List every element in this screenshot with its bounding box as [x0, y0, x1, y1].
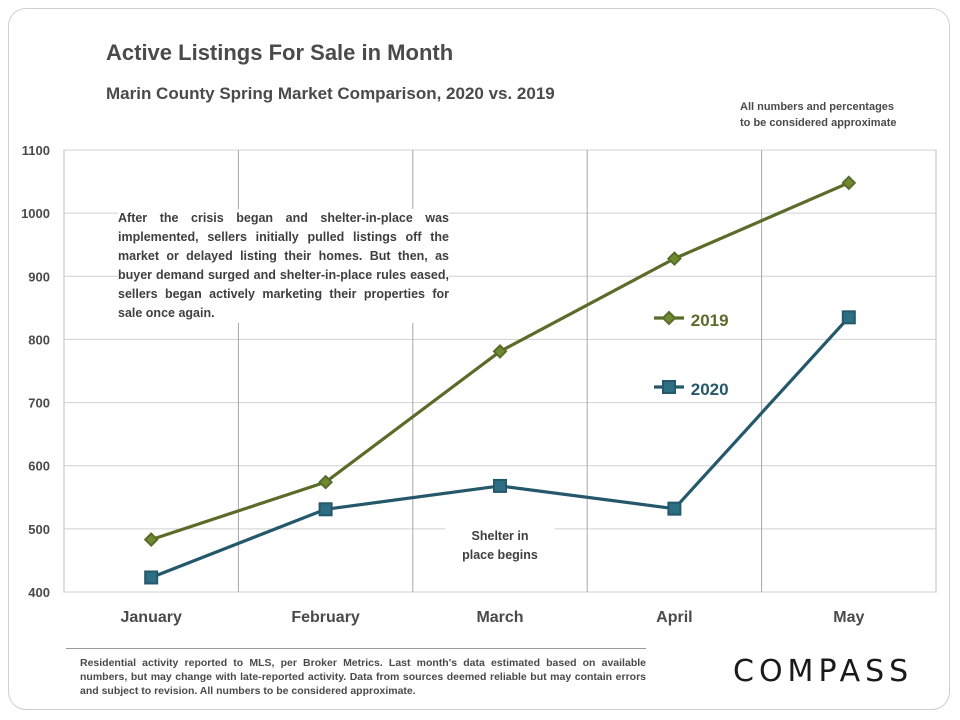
data-point-2019: [143, 532, 159, 548]
legend-label-2020: 2020: [690, 379, 729, 399]
x-tick-label: May: [833, 609, 864, 626]
approximation-note-line2: to be considered approximate: [740, 117, 897, 129]
chart-subtitle: Marin County Spring Market Comparison, 2…: [106, 84, 555, 103]
data-point-2019: [318, 474, 334, 490]
chart-title: Active Listings For Sale in Month: [106, 40, 454, 65]
y-tick-label: 900: [28, 269, 50, 284]
crisis-annotation: After the crisis began and shelter-in-pl…: [118, 209, 449, 323]
data-point-2020: [841, 310, 856, 325]
y-tick-label: 1100: [22, 143, 50, 158]
approximation-note-line1: All numbers and percentages: [740, 101, 895, 113]
y-tick-label: 600: [28, 459, 50, 474]
approximation-note: All numbers and percentages to be consid…: [700, 99, 950, 131]
legend-swatch-2019: [654, 310, 684, 326]
y-tick-label: 1000: [21, 206, 50, 221]
legend-item-2020: 2020: [646, 377, 735, 403]
legend-marker-2019: [652, 310, 686, 331]
legend-label-2019: 2019: [690, 310, 729, 330]
compass-logo: COMPASS: [733, 654, 914, 689]
y-tick-label: 500: [28, 522, 50, 537]
y-tick-label: 400: [28, 585, 50, 600]
data-point-2020: [318, 502, 333, 517]
data-point-2019: [492, 344, 508, 359]
legend-point-2019: [661, 310, 677, 326]
footer-divider: [66, 648, 646, 649]
y-tick-label: 800: [28, 332, 50, 347]
data-point-2019: [841, 175, 857, 191]
shelter-annotation: Shelter in place begins: [445, 527, 555, 565]
x-tick-label: February: [291, 609, 360, 626]
legend-point-2020: [662, 380, 676, 395]
data-point-2020: [144, 570, 159, 585]
y-tick-label: 700: [28, 396, 50, 411]
footer-disclaimer: Residential activity reported to MLS, pe…: [80, 657, 646, 697]
x-tick-label: January: [121, 609, 182, 626]
x-tick-label: April: [656, 609, 692, 626]
legend-marker-2020: [652, 379, 686, 400]
legend-swatch-2020: [654, 380, 684, 395]
shelter-annotation-line1: Shelter in: [471, 529, 529, 543]
shelter-annotation-line2: place begins: [462, 548, 538, 562]
chart-frame: [8, 8, 950, 710]
data-point-2020: [493, 478, 507, 493]
x-tick-label: March: [476, 609, 523, 626]
data-point-2019: [666, 251, 682, 267]
legend-item-2019: 2019: [646, 308, 735, 334]
data-point-2020: [667, 501, 682, 516]
